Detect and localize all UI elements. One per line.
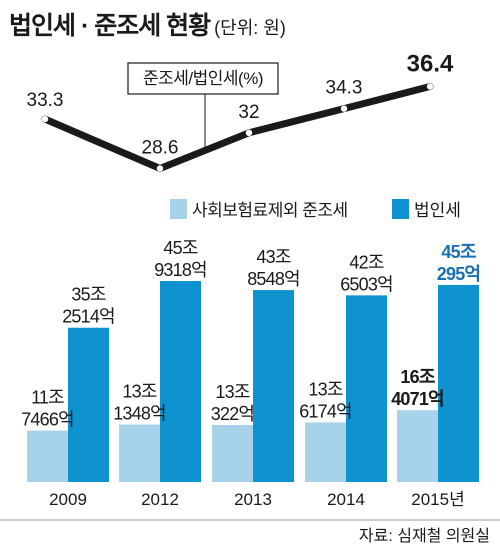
bar-labels-layer: 11조 7466억 35조 2514억 13조 1348억 45조 9318억 13조 322억 4… <box>21 238 481 430</box>
x-tick-label: 2009 <box>49 490 87 509</box>
bar-corporate-tax <box>346 295 387 482</box>
bar-label-corporate-tax: 35조 2514억 <box>62 285 115 327</box>
bar-corporate-tax <box>253 290 294 482</box>
line-label-box <box>127 62 279 95</box>
legend: 사회보험료제외 준조세 법인세 <box>170 199 461 220</box>
bar-label-corporate-tax: 43조 8548억 <box>247 247 300 289</box>
line-value-label: 36.4 <box>407 51 454 78</box>
legend-label-social-insurance-excluded: 사회보험료제외 준조세 <box>192 201 348 220</box>
line-point <box>340 105 348 112</box>
line-point <box>41 115 49 123</box>
line-point <box>426 83 434 90</box>
bar-label-corporate-tax: 45조 295억 <box>437 242 480 284</box>
source-text: 자료: 심재철 의원실 <box>359 527 490 545</box>
line-series-ratio <box>41 83 434 173</box>
bar-label-social-insurance-excluded: 13조 322억 <box>211 382 254 424</box>
legend-swatch-corporate-tax <box>392 199 409 219</box>
bar-social-insurance-excluded <box>119 424 160 482</box>
bar-label-social-insurance-excluded: 16조 4071억 <box>391 367 444 409</box>
bar-label-social-insurance-excluded: 11조 7466억 <box>21 388 74 430</box>
bar-label-social-insurance-excluded: 13조 6174억 <box>299 379 352 421</box>
bar-label-corporate-tax: 45조 9318억 <box>154 238 207 280</box>
unit-label: (단위: 원) <box>214 18 286 38</box>
x-tick-label: 2015년 <box>411 490 464 509</box>
x-tick-label: 2014 <box>327 490 365 509</box>
bar-social-insurance-excluded <box>212 424 253 482</box>
line-value-label: 34.3 <box>326 78 363 99</box>
bar-label-social-insurance-excluded: 13조 1348억 <box>113 382 166 424</box>
line-value-label: 32 <box>238 102 259 123</box>
bar-corporate-tax <box>68 327 109 482</box>
x-tick-label: 2013 <box>234 490 272 509</box>
title-row: 법인세 · 준조세 현황 (단위: 원) <box>9 6 286 42</box>
line-value-label: 33.3 <box>27 90 64 111</box>
chart-title: 법인세 · 준조세 현황 <box>9 12 211 40</box>
line-series-label: 준조세/법인세(%) <box>143 69 263 88</box>
line-layer: 33.3 28.6 32 34.3 36.4 준조세/법인세(%) <box>27 51 454 173</box>
legend-swatch-social-insurance-excluded <box>170 199 187 219</box>
x-tick-label: 2012 <box>141 490 179 509</box>
x-axis: 2009 2012 2013 2014 2015년 <box>49 490 465 509</box>
line-value-label: 28.6 <box>142 138 179 159</box>
bar-social-insurance-excluded <box>397 410 438 482</box>
bar-social-insurance-excluded <box>305 422 346 482</box>
line-point <box>245 129 253 136</box>
bar-label-corporate-tax: 42조 6503억 <box>340 252 393 294</box>
bars-layer <box>27 281 479 482</box>
bar-social-insurance-excluded <box>27 430 68 482</box>
bar-corporate-tax <box>160 281 201 482</box>
line-point <box>156 165 164 172</box>
bar-corporate-tax <box>438 284 479 482</box>
legend-label-corporate-tax: 법인세 <box>414 201 461 220</box>
